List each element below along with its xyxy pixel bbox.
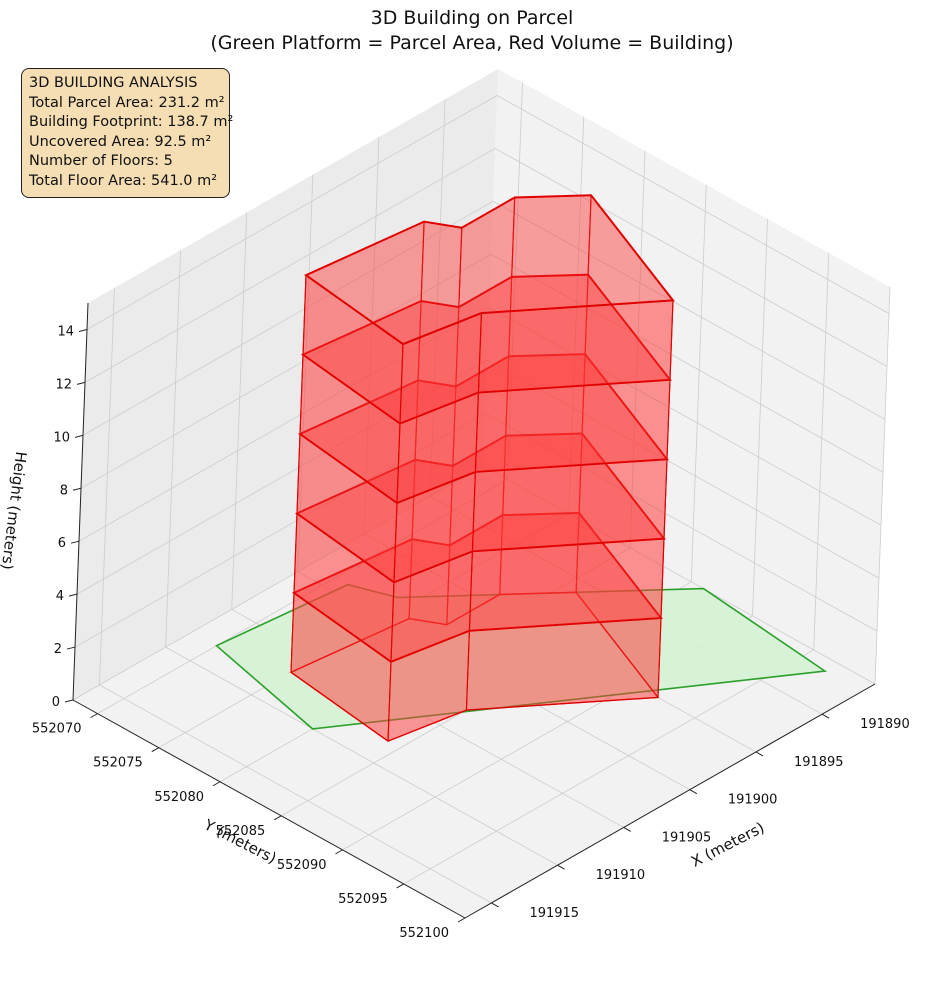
grid-line-z	[76, 359, 880, 595]
x-tick-mark	[689, 789, 698, 795]
z-tick-label: 12	[55, 377, 72, 392]
grid-line-y	[507, 82, 523, 480]
y-tick-mark	[90, 713, 98, 719]
z-tick-label: 14	[57, 324, 74, 339]
x-tick-mark	[821, 713, 830, 719]
z-tick-label: 4	[56, 589, 64, 604]
back-left-pane	[73, 69, 498, 700]
z-axis-label: Height (meters)	[0, 450, 30, 570]
building-wall-face	[468, 538, 665, 632]
x-tick-label: 191910	[596, 868, 646, 883]
grid-line-x	[297, 174, 314, 572]
z-tick-mark	[68, 593, 78, 597]
x-axis-line	[464, 683, 876, 919]
x-tick-mark	[623, 826, 631, 832]
z-tick-mark	[76, 381, 86, 385]
grid-line-y	[874, 286, 891, 685]
info-heading: 3D BUILDING ANALYSIS	[29, 75, 198, 91]
y-tick-mark	[396, 883, 404, 889]
grid-line-x	[363, 136, 380, 534]
x-tick-label: 191895	[794, 755, 844, 770]
grid-line-y	[813, 252, 830, 650]
building-roof-slab	[304, 194, 675, 346]
x-tick-label: 191900	[728, 793, 778, 808]
x-tick-mark	[755, 751, 764, 757]
y-tick-label: 552075	[93, 756, 143, 771]
z-tick-label: 0	[52, 695, 60, 710]
info-uncovered-area: Uncovered Area: 92.5 m²	[29, 133, 212, 150]
analysis-info-box: 3D BUILDING ANALYSIS Total Parcel Area: …	[21, 68, 234, 198]
y-tick-label: 552090	[277, 858, 327, 873]
back-right-pane	[483, 69, 890, 684]
y-tick-mark	[212, 781, 221, 787]
z-tick-label: 10	[53, 430, 70, 445]
grid-line-z	[82, 200, 886, 436]
grid-line-x	[231, 212, 248, 610]
z-tick-mark	[72, 487, 82, 491]
z-tick-mark	[70, 540, 80, 544]
y-tick-mark	[274, 815, 282, 821]
z-tick-mark	[64, 699, 74, 703]
building-wall-face	[471, 458, 668, 552]
y-tick-mark	[335, 849, 343, 855]
x-tick-label: 191915	[529, 906, 579, 921]
grid-line-x	[99, 287, 115, 685]
grid-line-x	[429, 99, 446, 497]
chart-title: 3D Building on Parcel	[370, 7, 574, 29]
z-tick-label: 8	[60, 483, 68, 498]
building-wall-face	[474, 379, 671, 473]
grid-line-z	[84, 147, 888, 383]
y-tick-mark	[151, 747, 159, 753]
y-tick-label: 552080	[154, 790, 204, 805]
grid-line-z	[78, 306, 882, 542]
grid-line-x	[165, 250, 181, 648]
y-tick-label: 552085	[216, 824, 266, 839]
building-wall-face	[477, 299, 674, 394]
grid-line-y	[752, 218, 768, 616]
info-building-footprint: Building Footprint: 138.7 m²	[29, 114, 234, 130]
grid-line-z	[74, 412, 878, 648]
z-axis-line	[72, 302, 89, 701]
info-total-parcel-area: Total Parcel Area: 231.2 m²	[29, 94, 225, 111]
z-tick-mark	[78, 328, 88, 332]
y-tick-label: 552070	[32, 722, 82, 737]
grid-line-x	[99, 684, 492, 904]
tick-labels: 191890 191895 191900 191905 191910 191915 5520…	[32, 324, 910, 941]
info-number-of-floors: Number of Floors: 5	[29, 153, 173, 169]
z-tick-label: 6	[58, 536, 66, 551]
y-axis-line	[72, 699, 466, 919]
grid-line-y	[97, 479, 508, 714]
parcel-polygon	[215, 583, 828, 730]
y-tick-label: 552095	[338, 892, 388, 907]
axis-lines	[72, 302, 876, 919]
grid-line-y	[568, 116, 585, 514]
x-tick-mark	[557, 864, 565, 870]
z-tick-label: 2	[54, 642, 62, 657]
grid-line-z	[72, 465, 876, 701]
plot-marks	[215, 194, 828, 742]
x-tick-label: 191905	[662, 830, 712, 845]
grid-line-y	[690, 184, 707, 582]
z-tick-mark	[74, 434, 84, 438]
grid-line-x	[165, 646, 558, 866]
grid-line-z	[80, 253, 884, 489]
y-tick-mark	[457, 917, 466, 923]
grid-line-y	[403, 649, 814, 885]
y-tick-label: 552100	[399, 926, 449, 941]
chart-subtitle: (Green Platform = Parcel Area, Red Volum…	[210, 32, 734, 54]
z-tick-mark	[66, 646, 76, 650]
grid-line-z	[86, 95, 890, 330]
building-wall-face	[465, 617, 662, 711]
info-total-floor-area: Total Floor Area: 541.0 m²	[29, 172, 218, 189]
x-tick-label: 191890	[860, 717, 910, 732]
x-tick-mark	[491, 902, 499, 908]
grid-line-y	[629, 150, 646, 548]
